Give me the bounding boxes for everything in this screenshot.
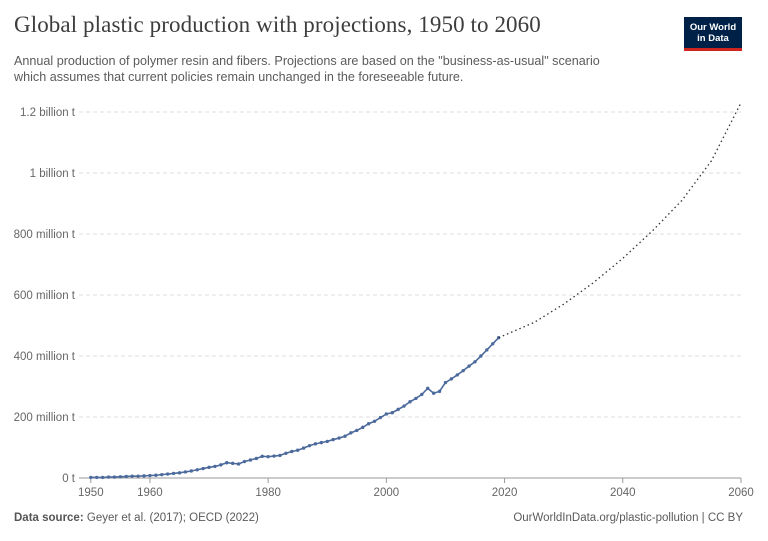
y-tick-label: 600 million t [14,290,76,302]
data-point [154,473,158,477]
data-point [455,373,459,377]
data-point [213,464,217,469]
data-point [337,436,341,440]
data-point [390,411,394,415]
data-point [177,471,182,475]
logo-line-1: Our World [689,22,737,33]
projection-line [498,102,742,339]
data-source-text[interactable]: Geyer et al. (2017); OECD (2022) [86,512,259,524]
data-point [301,446,306,450]
data-point [189,469,194,473]
data-point [207,465,211,470]
data-point [171,471,176,476]
data-point [242,459,247,464]
data-point [230,461,235,466]
y-tick-label: 0 t [62,473,76,485]
data-point [366,422,371,426]
x-tick-label: 2040 [610,487,636,499]
data-point [313,442,318,446]
data-point [225,461,229,465]
data-point [254,456,259,461]
data-point [325,439,329,444]
data-point [461,368,465,373]
data-point [100,475,105,480]
y-tick-label: 1.2 billion t [20,107,76,119]
data-point [165,472,170,476]
data-point [378,415,383,420]
y-tick-label: 800 million t [14,229,76,241]
data-point [148,473,152,478]
data-point [431,391,436,395]
data-point [290,449,294,454]
data-point [414,396,418,401]
data-point [142,474,146,478]
data-point [136,474,140,478]
data-point [349,431,353,435]
data-point [260,454,264,459]
data-point [284,451,288,455]
data-point [272,454,276,458]
y-tick-label: 1 billion t [30,168,76,180]
data-point [106,475,111,479]
y-tick-label: 200 million t [14,412,76,424]
data-point [426,386,430,391]
owid-logo[interactable]: Our World in Data [684,17,742,51]
data-source: Data source: Geyer et al. (2017); OECD (… [14,512,259,524]
data-point [319,440,324,445]
data-point [443,380,448,385]
data-point [195,468,199,472]
data-point [160,472,164,477]
data-point [384,412,389,416]
data-point [402,404,406,408]
data-point [201,466,205,471]
x-tick-label: 2060 [728,487,754,499]
data-point [437,389,442,394]
data-point [355,428,359,433]
data-point [248,458,253,462]
y-tick-label: 400 million t [14,351,76,363]
data-point [361,425,365,430]
data-point [124,474,128,479]
x-tick-label: 1980 [255,487,281,499]
data-point [89,475,93,480]
data-point [331,437,335,442]
data-point [236,462,241,466]
x-tick-label: 2020 [492,487,518,499]
data-point [95,475,99,480]
x-tick-label: 1960 [137,487,163,499]
x-tick-label: 2000 [374,487,400,499]
data-point [278,453,282,458]
data-point [183,470,188,474]
data-point [467,364,471,368]
data-point [266,454,270,459]
data-point [295,448,300,452]
chart-title: Global plastic production with projectio… [14,12,541,37]
data-point [449,377,454,381]
data-point [112,475,117,479]
data-point [343,434,347,438]
data-point [396,407,400,412]
data-point [491,342,495,346]
x-tick-label: 1950 [78,487,104,499]
chart-subtitle: Annual production of polymer resin and f… [14,54,600,84]
data-point [118,475,123,479]
data-point [408,400,412,404]
data-source-label: Data source: [14,512,84,524]
url-license[interactable]: OurWorldInData.org/plastic-pollution | C… [513,512,743,524]
data-point [479,354,483,358]
logo-line-2: in Data [697,33,729,44]
data-point [473,360,477,364]
data-point [219,463,223,467]
production-line [90,337,500,479]
data-point [130,474,134,478]
data-point [307,443,312,448]
data-point [372,419,377,423]
data-point [420,392,424,397]
data-point [485,348,489,352]
